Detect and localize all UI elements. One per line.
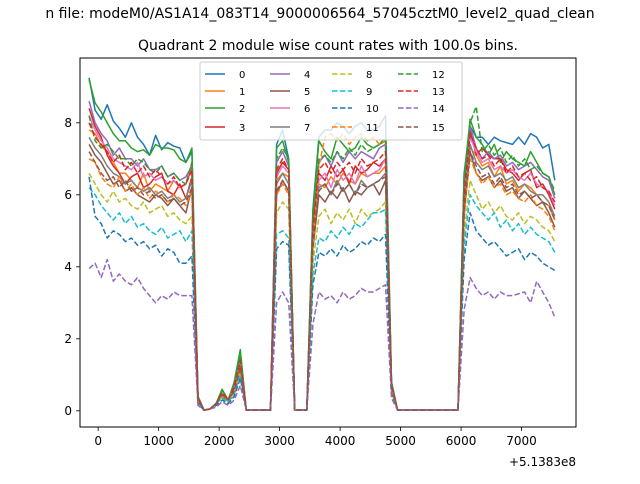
x-tick-label: 2000 bbox=[204, 434, 235, 448]
x-tick-label: 0 bbox=[94, 434, 102, 448]
figure-suptitle: n file: modeM0/AS1A14_083T14_9000006564_… bbox=[45, 6, 594, 22]
x-tick-label: 1000 bbox=[143, 434, 174, 448]
legend-label-6: 6 bbox=[304, 104, 310, 115]
plot-area bbox=[79, 57, 577, 428]
legend-label-12: 12 bbox=[432, 70, 445, 81]
legend-label-7: 7 bbox=[304, 123, 310, 134]
axes-frame bbox=[79, 57, 577, 428]
legend-label-13: 13 bbox=[432, 87, 445, 98]
legend-label-8: 8 bbox=[366, 70, 372, 81]
series-line-14 bbox=[88, 258, 556, 411]
series-line-9 bbox=[88, 187, 556, 411]
series-line-12 bbox=[88, 105, 556, 411]
y-tick-label: 4 bbox=[64, 260, 72, 274]
legend-label-5: 5 bbox=[304, 87, 310, 98]
series-line-8 bbox=[88, 172, 556, 411]
chart-title: Quadrant 2 module wise count rates with … bbox=[138, 38, 518, 54]
x-tick-label: 3000 bbox=[264, 434, 295, 448]
legend-label-10: 10 bbox=[366, 104, 379, 115]
legend-frame bbox=[199, 61, 463, 141]
x-axis: 0 1000 2000 3000 4000 5000 6000 7000 bbox=[94, 427, 537, 448]
series-line-6 bbox=[88, 115, 556, 411]
legend-label-3: 3 bbox=[239, 123, 245, 134]
x-tick-label: 5000 bbox=[385, 434, 416, 448]
legend-label-14: 14 bbox=[432, 104, 445, 115]
series-line-13 bbox=[88, 122, 556, 411]
x-tick-label: 4000 bbox=[325, 434, 356, 448]
legend-label-15: 15 bbox=[432, 123, 445, 134]
series-line-7 bbox=[88, 136, 556, 411]
legend-label-0: 0 bbox=[239, 70, 245, 81]
x-offset-label: +5.1383e8 bbox=[509, 455, 576, 469]
legend-label-11: 11 bbox=[366, 123, 379, 134]
y-tick-label: 2 bbox=[64, 332, 72, 346]
legend-label-9: 9 bbox=[366, 87, 372, 98]
legend-label-1: 1 bbox=[239, 87, 245, 98]
series-line-2 bbox=[88, 79, 556, 411]
y-tick-label: 0 bbox=[64, 404, 72, 418]
legend-label-2: 2 bbox=[239, 104, 245, 115]
series-line-15 bbox=[88, 150, 556, 411]
y-tick-label: 6 bbox=[64, 188, 72, 202]
y-tick-label: 8 bbox=[64, 116, 72, 130]
x-tick-label: 7000 bbox=[506, 434, 537, 448]
series-layer bbox=[88, 77, 556, 411]
legend-label-4: 4 bbox=[304, 70, 310, 81]
x-tick-label: 6000 bbox=[446, 434, 477, 448]
y-axis: 0 2 4 6 8 bbox=[64, 116, 80, 418]
series-line-10 bbox=[88, 176, 556, 411]
